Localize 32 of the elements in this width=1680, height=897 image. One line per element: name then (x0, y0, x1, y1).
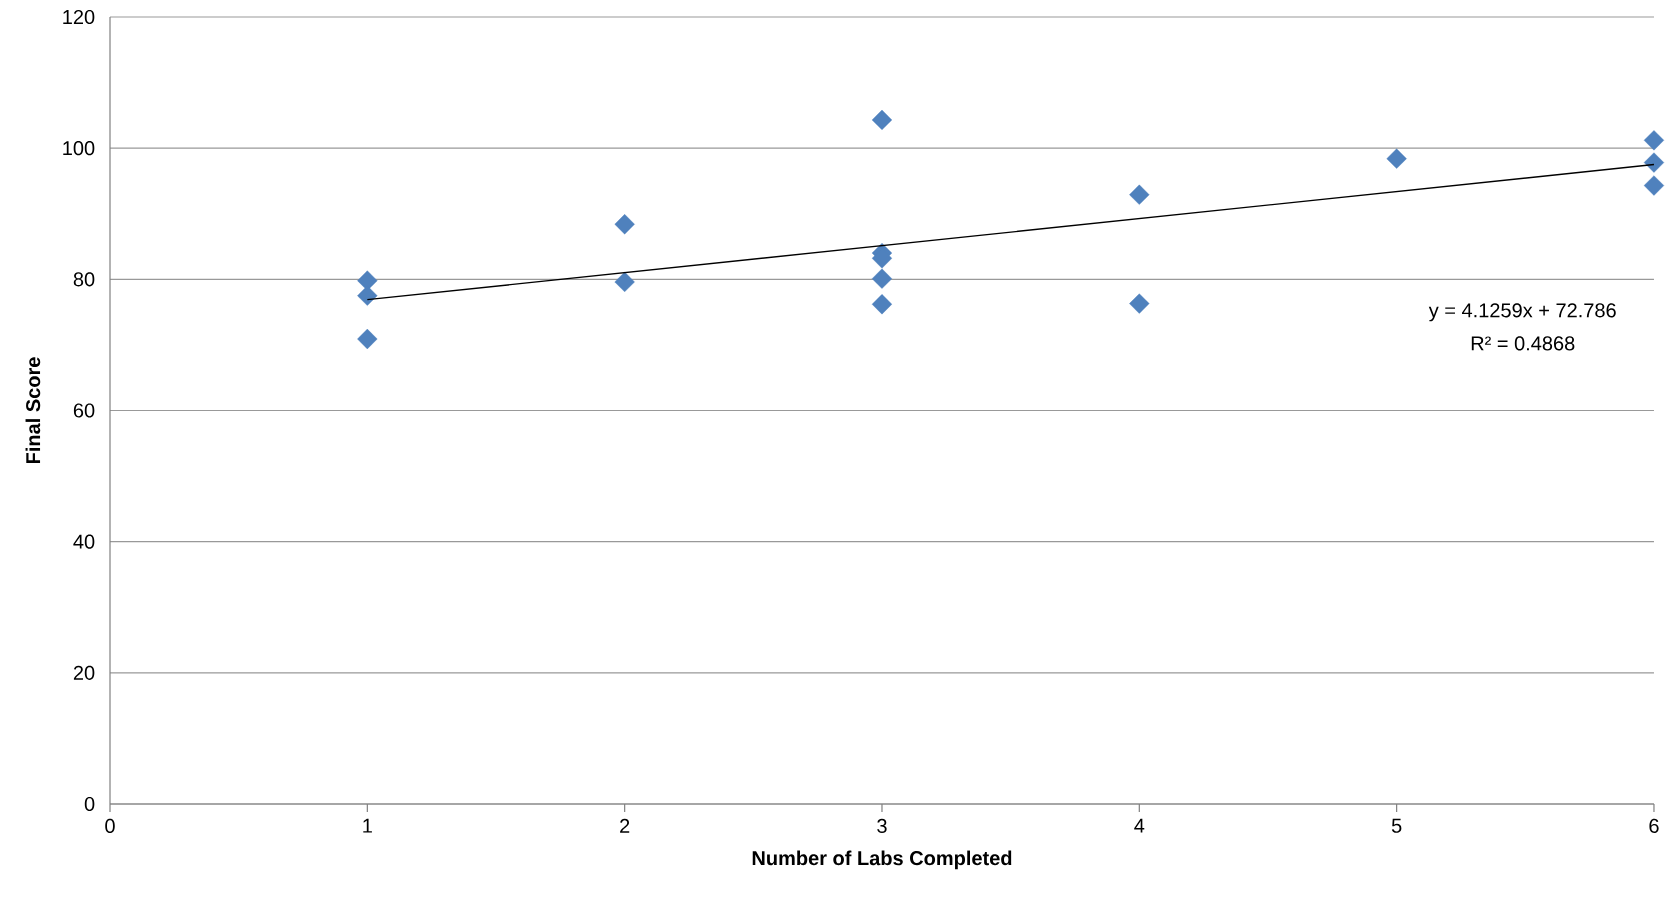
point (357, 328, 378, 350)
y-tick-label: 40 (73, 534, 95, 549)
point (1386, 148, 1407, 169)
x-axis-title: Number of Labs Completed (752, 850, 1012, 870)
y-tick-label: 60 (73, 403, 95, 418)
point (614, 214, 635, 235)
y-tick-label: 100 (63, 141, 95, 156)
y-tick-label: 0 (84, 796, 95, 812)
x-tick-label: 3 (877, 818, 887, 834)
point (614, 271, 635, 293)
point (1643, 152, 1665, 173)
point (871, 268, 893, 289)
point (357, 285, 378, 306)
x-tick-label: 6 (1649, 818, 1659, 834)
point (871, 109, 893, 131)
x-tick-label: 1 (363, 818, 372, 833)
x-tick-label: 0 (105, 818, 115, 834)
point (1129, 184, 1150, 205)
y-tick-label: 20 (73, 665, 95, 680)
point (1129, 293, 1150, 314)
annotation: R² = 0.4868 (1471, 336, 1575, 351)
x-tick-label: 2 (620, 818, 630, 833)
point (1643, 130, 1665, 151)
annotation: y = 4.1259x + 72.786 (1428, 303, 1616, 322)
point (871, 294, 893, 315)
x-tick-label: 4 (1134, 818, 1145, 833)
y-tick-label: 80 (73, 272, 95, 287)
point (357, 270, 378, 291)
y-axis-title: Final Score (25, 357, 41, 464)
point (1643, 175, 1665, 196)
x-tick-label: 5 (1391, 818, 1402, 833)
y-tick-label: 120 (63, 9, 95, 25)
